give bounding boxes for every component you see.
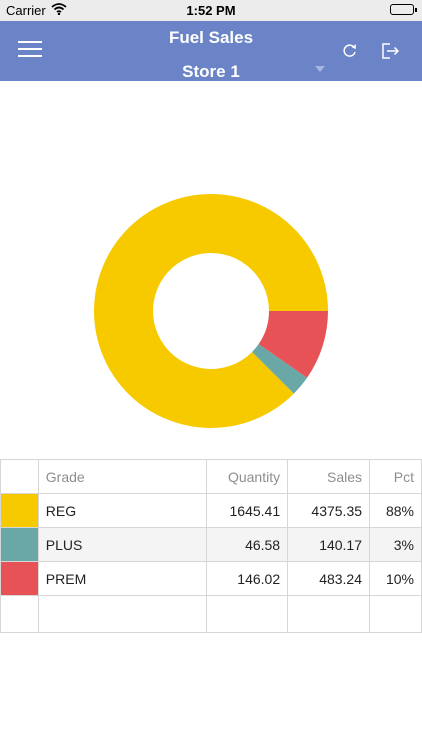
swatch-header <box>0 459 39 494</box>
pct-header: Pct <box>369 459 422 494</box>
sales-cell: 140.17 <box>287 527 371 562</box>
status-bar: Carrier 1:52 PM <box>0 0 422 21</box>
quantity-cell: 1645.41 <box>206 493 289 528</box>
refresh-icon[interactable] <box>340 41 360 61</box>
sales-header: Sales <box>287 459 371 494</box>
fuel-sales-donut-chart <box>94 194 328 429</box>
quantity-cell: 46.58 <box>206 527 289 562</box>
table-row[interactable]: REG 1645.41 4375.35 88% <box>0 493 422 528</box>
table-row-empty <box>0 595 422 633</box>
store-selector[interactable]: Store 1 <box>182 62 240 81</box>
grade-cell: PREM <box>37 561 208 596</box>
table-row[interactable]: PLUS 46.58 140.17 3% <box>0 527 422 562</box>
grade-table: Grade Quantity Sales Pct REG 1645.41 437… <box>0 459 422 633</box>
carrier-label: Carrier <box>6 3 46 18</box>
logout-icon[interactable] <box>379 41 401 61</box>
menu-icon[interactable] <box>18 41 42 59</box>
grade-cell: PLUS <box>37 527 208 562</box>
quantity-header: Quantity <box>206 459 289 494</box>
nav-bar: Fuel Sales Store 1 <box>0 21 422 81</box>
donut-slice-reg <box>94 194 328 429</box>
grade-header: Grade <box>37 459 208 494</box>
quantity-cell: 146.02 <box>206 561 289 596</box>
chevron-down-icon[interactable] <box>315 66 325 72</box>
table-header-row: Grade Quantity Sales Pct <box>0 459 422 494</box>
sales-cell: 4375.35 <box>287 493 371 528</box>
donut-slice-prem <box>258 311 328 378</box>
color-swatch <box>0 493 39 528</box>
page-title: Fuel Sales <box>168 28 254 47</box>
pct-cell: 88% <box>369 493 422 528</box>
donut-slice-plus <box>252 344 308 394</box>
sales-cell: 483.24 <box>287 561 371 596</box>
pct-cell: 10% <box>369 561 422 596</box>
pct-cell: 3% <box>369 527 422 562</box>
color-swatch <box>0 561 39 596</box>
status-time: 1:52 PM <box>186 3 236 18</box>
battery-icon <box>390 4 417 15</box>
grade-cell: REG <box>37 493 208 528</box>
table-row[interactable]: PREM 146.02 483.24 10% <box>0 561 422 596</box>
wifi-icon <box>51 3 67 18</box>
color-swatch <box>0 527 39 562</box>
